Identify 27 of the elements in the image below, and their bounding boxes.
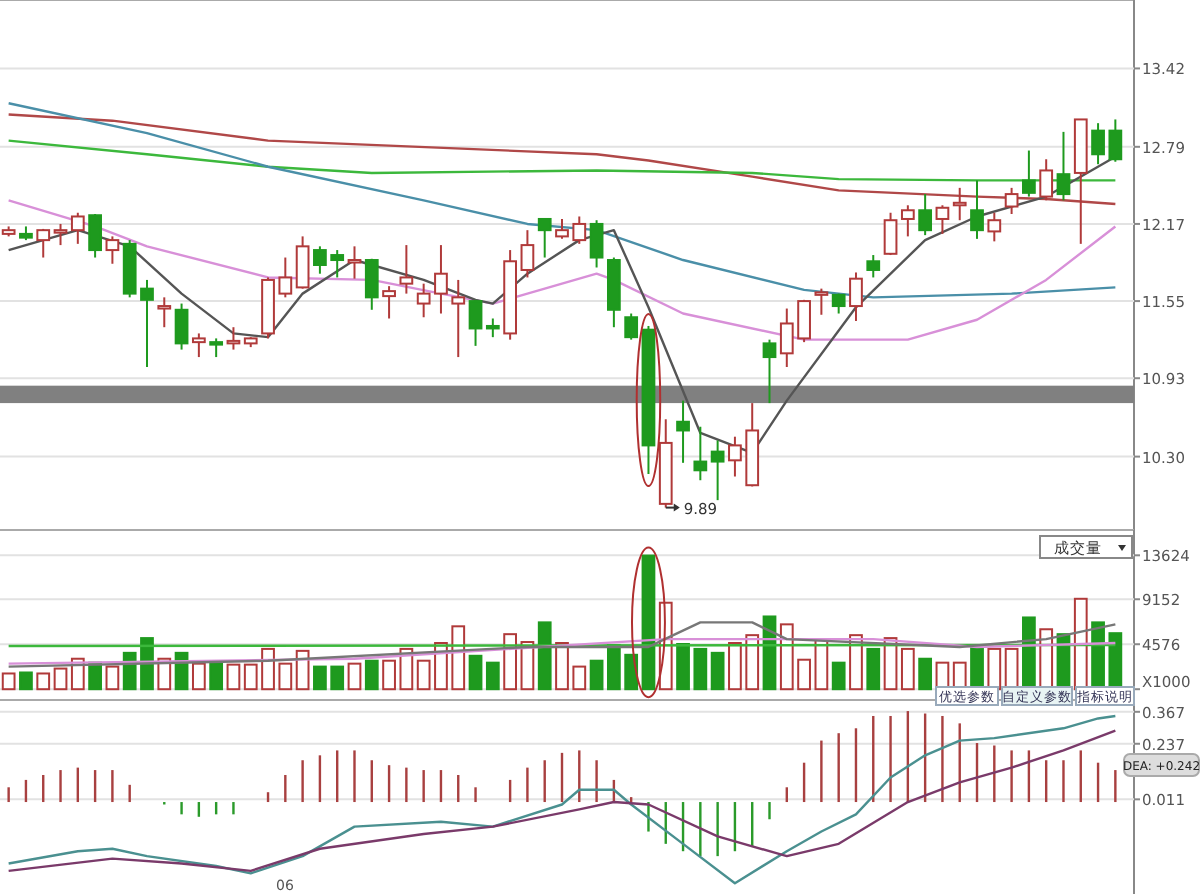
bar [1073, 597, 1088, 691]
bar [710, 651, 725, 691]
bar [918, 657, 933, 691]
line-series [7, 102, 1117, 299]
bar [191, 662, 206, 691]
bar [347, 662, 362, 691]
bar [53, 667, 68, 691]
bar [831, 661, 846, 691]
bar [900, 647, 915, 691]
bar [364, 659, 379, 691]
bar [19, 671, 33, 691]
bar [226, 663, 241, 691]
bar [866, 647, 881, 691]
bar [987, 647, 1002, 691]
bar [537, 621, 552, 691]
bar [589, 659, 604, 691]
line-series [7, 139, 1117, 182]
bar [209, 662, 224, 691]
bar [105, 665, 120, 691]
bar [468, 654, 483, 691]
bar [485, 661, 500, 691]
line-series [7, 729, 1117, 873]
line-series [7, 621, 1117, 668]
line-series [7, 199, 1117, 341]
bar [1, 672, 16, 691]
line-series [7, 113, 1117, 206]
bar [36, 672, 51, 691]
